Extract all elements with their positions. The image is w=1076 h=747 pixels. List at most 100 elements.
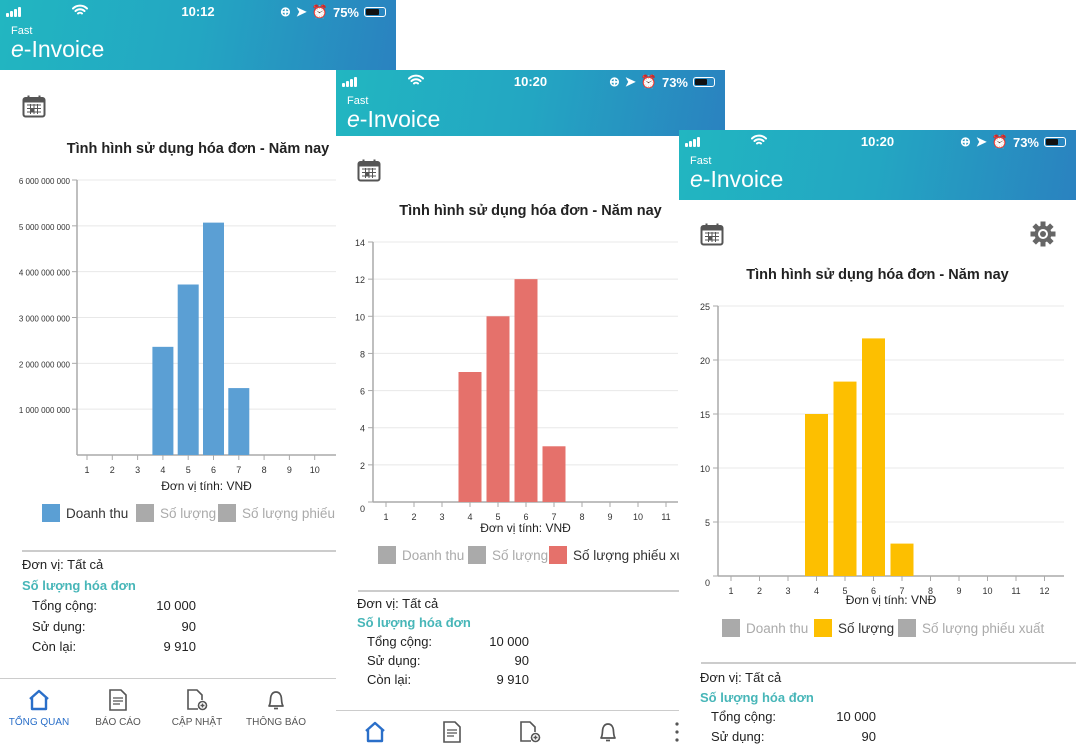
battery-icon [364,7,386,17]
stat-label: Tổng cộng: [711,709,777,724]
legend-label: Doanh thu [746,620,809,636]
nav-label: THÔNG BÁO [245,717,306,728]
x-tick-label: 8 [579,512,584,522]
stat-label: Còn lại: [367,672,412,687]
battery-percent: 73% [1012,134,1039,150]
logo-small: Fast [347,95,369,107]
x-tick-label: 9 [607,512,612,522]
x-tick-label: 5 [495,512,500,522]
status-bar: 10:12 ⊕ ➤ ⏰ 75% [0,3,396,21]
chart-legend: Doanh thu Số lượng Số lượng phiếu xuất [336,546,679,564]
legend-item[interactable]: Số lượng phiếu xuất [549,546,679,564]
bar-month-4 [458,372,482,502]
legend-item[interactable]: Doanh thu [722,619,808,637]
x-tick-label: 4 [160,465,165,475]
x-tick-label: 6 [871,586,876,596]
legend-item[interactable]: Số lượng phiếu xuất [218,504,336,522]
legend-swatch [898,619,916,637]
x-tick-label: 10 [982,586,992,596]
y-tick-label: 20 [700,356,710,366]
home-icon [336,721,415,743]
y-tick-label: 1 000 000 000 [19,406,71,415]
unit-value[interactable]: Tất cả [402,596,439,611]
x-tick-label: 3 [785,586,790,596]
wifi-icon [72,3,88,19]
bar-month-5 [177,284,199,455]
alarm-icon: ⏰ [311,4,328,19]
chart-legend: Doanh thu Số lượng Số lượng phiếu xuất [679,619,1076,637]
y-tick-label: 4 000 000 000 [19,269,71,278]
stat-value: 10 000 [836,709,876,724]
battery-percent: 75% [332,4,359,20]
y-tick-label: 3 000 000 000 [19,315,71,324]
logo-main: e-Invoice [690,168,783,191]
nav-item-3[interactable] [490,721,570,743]
calendar-icon[interactable] [22,94,46,118]
bar-month-7 [890,543,914,576]
x-axis-label: Đơn vị tính: VNĐ [845,593,937,607]
file-add-icon [157,689,237,711]
legend-swatch [42,504,60,522]
legend-item[interactable]: Doanh thu [42,504,128,522]
calendar-icon[interactable] [357,158,381,182]
unit-value[interactable]: Tất cả [67,557,104,572]
nav-item-1[interactable] [336,721,415,743]
legend-item[interactable]: Số lượng [136,504,216,522]
y-tick-label: 12 [355,275,365,285]
y-tick-label: 0 [360,504,365,514]
legend-swatch [378,546,396,564]
stat-label: Tổng cộng: [367,634,433,649]
x-tick-label: 5 [842,586,847,596]
nav-item-4[interactable] [568,721,648,743]
legend-item[interactable]: Doanh thu [378,546,464,564]
signal-icon [342,77,357,87]
x-tick-label: 6 [523,512,528,522]
bar-month-5 [833,381,857,576]
signal-icon [6,7,21,17]
y-tick-label: 8 [360,349,365,359]
x-axis-label: Đơn vị tính: VNĐ [480,521,571,535]
divider [358,590,725,592]
file-add-icon [490,721,570,743]
legend-label: Số lượng [838,620,895,636]
y-tick-label: 25 [700,302,710,312]
nav-item-2[interactable]: BÁO CÁO [78,689,158,728]
settings-gear-icon[interactable] [1030,221,1056,247]
x-tick-label: 11 [1011,586,1020,596]
logo-text: -Invoice [23,36,105,62]
nav-item-3[interactable]: CẬP NHẬT [157,689,237,728]
stat-value: 10 000 [489,634,529,649]
app-header: 10:20 ⊕ ➤ ⏰ 73% Fast e-Invoice [336,70,725,136]
battery-percent: 73% [661,74,688,90]
calendar-icon[interactable] [700,222,724,246]
x-tick-label: 4 [467,512,472,522]
nav-item-1[interactable]: TỔNG QUAN [0,689,79,728]
nav-item-4[interactable]: THÔNG BÁO [236,689,316,728]
logo-small: Fast [11,25,33,37]
legend-swatch [468,546,486,564]
y-tick-label: 10 [355,312,365,322]
nav-label: BÁO CÁO [95,717,141,728]
battery-icon [693,77,715,87]
nav-item-2[interactable] [412,721,492,743]
orientation-lock-icon: ⊕ [608,74,620,89]
y-tick-label: 5 [705,518,710,528]
legend-item[interactable]: Số lượng [468,546,548,564]
x-tick-label: 1 [383,512,388,522]
legend-label: Số lượng phiếu xuất [242,505,336,521]
nav-item-5[interactable] [637,721,717,743]
unit-value[interactable]: Tất cả [745,670,782,685]
legend-item[interactable]: Số lượng phiếu xuất [898,619,1044,637]
x-tick-label: 4 [814,586,819,596]
app-header: 10:20 ⊕ ➤ ⏰ 73% Fast e-Invoice [679,130,1076,200]
legend-item[interactable]: Số lượng [814,619,894,637]
stat-value: 90 [861,728,876,744]
y-tick-label: 5 000 000 000 [19,223,71,232]
stat-value: 10 000 [156,598,196,613]
status-bar: 10:20 ⊕ ➤ ⏰ 73% [336,73,725,91]
y-tick-label: 6 000 000 000 [19,177,71,186]
unit-row: Đơn vị: Tất cả [357,596,438,611]
location-icon: ➤ [624,74,636,89]
chart-title: Tình hình sử dụng hóa đơn - Năm nay [66,141,330,157]
